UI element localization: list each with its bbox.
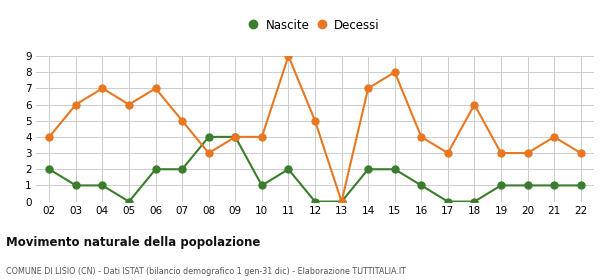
Decessi: [497, 151, 505, 155]
Nascite: [418, 184, 425, 187]
Decessi: [152, 87, 159, 90]
Nascite: [444, 200, 451, 203]
Nascite: [285, 167, 292, 171]
Decessi: [418, 135, 425, 139]
Decessi: [391, 71, 398, 74]
Decessi: [338, 200, 345, 203]
Decessi: [285, 54, 292, 58]
Decessi: [232, 135, 239, 139]
Text: Movimento naturale della popolazione: Movimento naturale della popolazione: [6, 236, 260, 249]
Decessi: [205, 151, 212, 155]
Decessi: [46, 135, 53, 139]
Nascite: [72, 184, 79, 187]
Decessi: [365, 87, 372, 90]
Decessi: [524, 151, 531, 155]
Decessi: [125, 103, 133, 106]
Nascite: [551, 184, 558, 187]
Decessi: [72, 103, 79, 106]
Decessi: [258, 135, 265, 139]
Decessi: [444, 151, 451, 155]
Decessi: [311, 119, 319, 122]
Line: Decessi: Decessi: [46, 53, 584, 205]
Decessi: [179, 119, 186, 122]
Nascite: [99, 184, 106, 187]
Decessi: [551, 135, 558, 139]
Legend: Nascite, Decessi: Nascite, Decessi: [247, 15, 383, 35]
Line: Nascite: Nascite: [46, 133, 584, 205]
Nascite: [524, 184, 531, 187]
Decessi: [99, 87, 106, 90]
Decessi: [577, 151, 584, 155]
Nascite: [125, 200, 133, 203]
Nascite: [391, 167, 398, 171]
Nascite: [471, 200, 478, 203]
Nascite: [338, 200, 345, 203]
Nascite: [205, 135, 212, 139]
Text: COMUNE DI LISIO (CN) - Dati ISTAT (bilancio demografico 1 gen-31 dic) - Elaboraz: COMUNE DI LISIO (CN) - Dati ISTAT (bilan…: [6, 267, 406, 276]
Nascite: [311, 200, 319, 203]
Nascite: [232, 135, 239, 139]
Decessi: [471, 103, 478, 106]
Nascite: [258, 184, 265, 187]
Nascite: [179, 167, 186, 171]
Nascite: [577, 184, 584, 187]
Nascite: [497, 184, 505, 187]
Nascite: [152, 167, 159, 171]
Nascite: [365, 167, 372, 171]
Nascite: [46, 167, 53, 171]
